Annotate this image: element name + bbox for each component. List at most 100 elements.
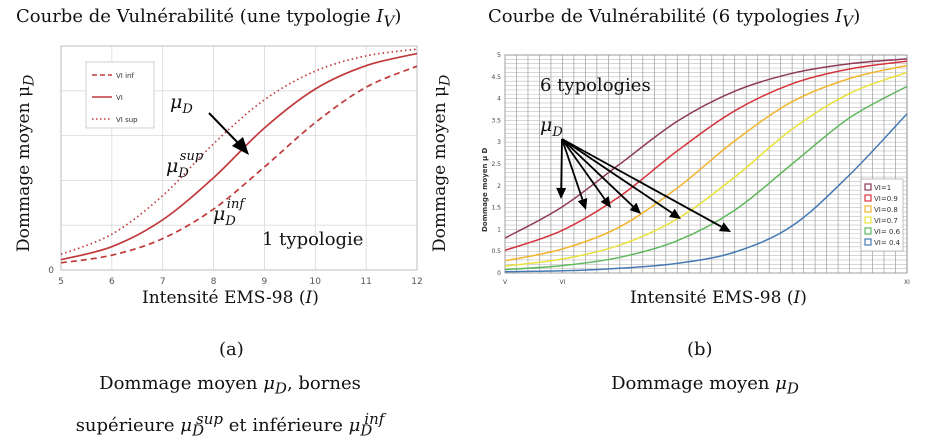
chart-a-series xyxy=(60,48,418,264)
chart-b-legend: VI=1 VI=0.9 VI=0.8 VI=0.7 VI= 0.6 VI= 0.4 xyxy=(860,178,904,252)
cap-a-l2-a: supérieure xyxy=(75,414,181,436)
ann-b-arrow-head-4 xyxy=(629,202,641,214)
series-line-vi-0-7 xyxy=(504,71,908,267)
panel-b-xlabel-text: Intensité EMS-98 ( xyxy=(630,288,794,308)
cap-a-l2-sub1: D xyxy=(191,421,205,440)
ann-b-mu: μD xyxy=(540,114,563,140)
panel-b-caption: Dommage moyen μD xyxy=(480,369,930,404)
cap-a-l2-sup2: inf xyxy=(364,409,385,428)
series-line-vi-0-6 xyxy=(504,85,908,271)
chart-a-annotations: μD μDsup μDinf 1 typologie xyxy=(166,91,363,250)
panel-b-caption-line1: Dommage moyen μD xyxy=(480,369,930,404)
chart-b-ytick-2-5: 2.5 xyxy=(491,161,501,168)
ann-b-arrow-head-6 xyxy=(718,222,731,232)
legend-label-vi-1: VI=1 xyxy=(874,184,891,192)
chart-b-ytick-0-5: 0.5 xyxy=(491,248,501,255)
legend-label-vi-0-9: VI=0.9 xyxy=(874,195,898,203)
series-line-vi-0-9 xyxy=(504,60,908,252)
chart-b-ytick-1: 1 xyxy=(497,226,501,233)
ann-b-arrow-line-1 xyxy=(560,138,563,189)
series-line-vi xyxy=(60,52,418,261)
ann-b-mu-sub: D xyxy=(551,125,563,140)
chart-b-xtick-xi: XI xyxy=(904,279,910,286)
ann-b-text: 6 typologies xyxy=(540,75,651,96)
chart-a-xtick-10: 10 xyxy=(310,277,322,287)
panel-a-xlabel-close: ) xyxy=(312,288,319,308)
legend-swatch-vi-0-6 xyxy=(864,227,872,235)
chart-b-yticks: 0 0.5 1 1.5 2 2.5 3 3.5 4 4.5 5 xyxy=(491,52,501,277)
chart-a-xtick-7: 7 xyxy=(160,277,166,287)
chart-b-xtick-v: V xyxy=(503,279,508,286)
chart-b-annotations: 6 typologies μD xyxy=(540,75,731,232)
ann-a-musup-sub: D xyxy=(177,166,189,181)
panel-b-label: (b) xyxy=(687,339,713,360)
panel-a-caption-line2: supérieure μDsup et inférieure μDinf xyxy=(0,404,460,445)
legend-swatch-vi-0-9 xyxy=(864,194,872,202)
ann-a-musup-sup: sup xyxy=(180,149,204,164)
chart-a-xtick-5: 5 xyxy=(58,277,64,287)
ann-a-muinf-sub: D xyxy=(224,214,236,229)
panel-b-title: Courbe de Vulnérabilité (6 typologies IV… xyxy=(488,6,860,31)
ann-a-text: 1 typologie xyxy=(262,229,363,250)
panel-a-title-sub: V xyxy=(383,12,395,31)
ann-a-muinf-sup: inf xyxy=(227,197,247,212)
cap-a-l1-mu: μ xyxy=(263,373,275,394)
chart-b-ytick-3-5: 3.5 xyxy=(491,117,501,124)
panel-b-xlabel-close: ) xyxy=(800,288,807,308)
panel-b-title-var: I xyxy=(835,6,843,27)
cap-b-mu: μ xyxy=(775,373,787,394)
ann-b-arrow-line-4 xyxy=(561,138,634,208)
ann-b-arrow-line-2 xyxy=(561,138,584,200)
panel-a-title-var: I xyxy=(376,6,384,27)
chart-a-xtick-11: 11 xyxy=(360,277,371,287)
panel-a-xlabel-var: I xyxy=(305,288,313,308)
panel-a-title-text: Courbe de Vulnérabilité (une typologie xyxy=(16,6,377,27)
panel-b-xlabel: Intensité EMS-98 (I) xyxy=(630,288,807,308)
ann-b-arrow-head-2 xyxy=(577,197,588,210)
chart-b-ytick-2: 2 xyxy=(497,183,501,190)
series-line-vi-0-8 xyxy=(504,64,908,262)
ann-a-mu-sub: D xyxy=(181,102,193,117)
ann-b-arrow-head-3 xyxy=(600,196,611,208)
ann-b-arrow-line-6 xyxy=(561,138,722,228)
ann-b-arrow-head-1 xyxy=(556,187,567,199)
chart-a-ytick-0: 0 xyxy=(48,266,54,276)
chart-a-yticks: 0 xyxy=(48,266,54,276)
panel-b-title-text: Courbe de Vulnérabilité (6 typologies xyxy=(488,6,836,27)
ann-a-arrow-line xyxy=(208,112,241,146)
series-line-vi-inf xyxy=(60,65,418,264)
ann-a-mu: μD xyxy=(170,91,193,117)
cap-b-sub: D xyxy=(786,379,799,398)
chart-b-ytick-4-5: 4.5 xyxy=(491,74,501,81)
panel-a-xlabel-text: Intensité EMS-98 ( xyxy=(142,288,306,308)
chart-a-legend-box xyxy=(85,61,155,129)
panel-a-title-close: ) xyxy=(394,6,402,27)
chart-a-xtick-6: 6 xyxy=(109,277,115,287)
chart-b-ytick-0: 0 xyxy=(497,270,501,277)
panel-b-title-sub: V xyxy=(842,12,854,31)
chart-a-xticks: 5 6 7 8 9 10 11 12 xyxy=(58,277,423,287)
legend-label-vi-0-7: VI=0.7 xyxy=(874,217,898,225)
chart-b-series xyxy=(504,58,908,273)
legend-label-vi-inf: VI inf xyxy=(116,72,134,80)
ann-a-mu-sym: μ xyxy=(170,91,182,113)
legend-label-vi-0-8: VI=0.8 xyxy=(874,206,898,214)
chart-a-frame xyxy=(60,45,418,271)
cap-b-pre: Dommage moyen xyxy=(611,373,776,394)
chart-b-ytick-4: 4 xyxy=(497,96,501,103)
legend-swatch-vi-1 xyxy=(864,183,872,191)
panel-b-xlabel-var: I xyxy=(793,288,801,308)
cap-a-l2-mu1: μ xyxy=(180,414,192,436)
ann-b-arrow-line-5 xyxy=(561,138,673,214)
series-line-vi-1 xyxy=(504,58,908,239)
ann-b-arrows xyxy=(556,138,731,232)
ann-a-musup-sym: μ xyxy=(166,155,178,177)
chart-a-xtick-12: 12 xyxy=(411,277,422,287)
legend-label-vi-0-6: VI= 0.6 xyxy=(874,228,901,236)
legend-label-vi-0-4: VI= 0.4 xyxy=(874,239,901,247)
panel-a-caption: Dommage moyen μD, bornes supérieure μDsu… xyxy=(0,369,460,445)
cap-a-l2-b: et inférieure xyxy=(222,414,349,436)
legend-label-vi: VI xyxy=(116,94,123,102)
ann-a-mu-sup: μDsup xyxy=(166,149,204,181)
